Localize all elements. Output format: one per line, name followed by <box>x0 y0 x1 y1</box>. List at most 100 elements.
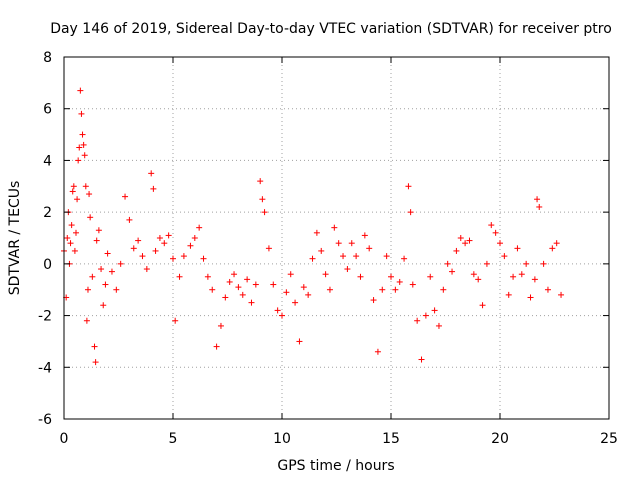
x-tick-label: 20 <box>491 431 509 447</box>
data-point <box>379 286 386 293</box>
data-point <box>479 302 486 309</box>
data-point <box>77 87 84 94</box>
data-point <box>313 229 320 236</box>
y-tick-label: -2 <box>38 309 52 325</box>
data-point <box>558 291 565 298</box>
data-point <box>191 235 198 241</box>
data-point <box>501 253 508 260</box>
data-point <box>139 253 146 260</box>
data-point <box>466 237 473 244</box>
data-point <box>326 286 333 293</box>
data-point <box>405 183 412 190</box>
x-tick-label: 5 <box>169 431 178 447</box>
data-point <box>79 131 86 138</box>
data-point <box>374 348 381 355</box>
data-point <box>117 260 124 267</box>
data-point <box>401 255 408 262</box>
y-axis: -6 -4 -2 0 2 4 6 8 <box>38 50 609 428</box>
data-point <box>209 286 216 293</box>
y-tick-label: 6 <box>43 102 52 118</box>
data-point <box>296 338 303 345</box>
data-point <box>483 260 490 267</box>
data-point <box>81 152 88 159</box>
data-point <box>427 273 434 280</box>
y-tick-label: -4 <box>38 360 52 376</box>
data-point <box>176 273 183 280</box>
data-point <box>348 240 355 247</box>
data-point <box>239 291 246 298</box>
data-point <box>95 227 102 234</box>
y-tick-label: 4 <box>43 153 52 169</box>
data-point <box>309 255 316 262</box>
data-point <box>204 273 211 280</box>
y-tick-label: 2 <box>43 205 52 221</box>
data-point <box>414 317 421 324</box>
data-point <box>226 278 233 285</box>
data-point <box>213 343 220 350</box>
data-point <box>531 276 538 283</box>
data-point <box>392 286 399 293</box>
data-point <box>244 276 251 283</box>
data-point <box>340 253 347 260</box>
data-point <box>100 302 107 309</box>
grid <box>64 57 609 419</box>
data-point <box>514 245 521 252</box>
data-point <box>222 294 229 301</box>
x-axis-label: GPS time / hours <box>277 458 394 474</box>
data-point <box>361 232 368 239</box>
data-point <box>93 237 100 244</box>
data-point <box>89 273 96 280</box>
data-point <box>440 286 447 293</box>
data-point <box>148 170 155 177</box>
data-point <box>80 141 87 148</box>
data-point <box>518 271 525 278</box>
data-point <box>422 312 429 319</box>
data-point <box>75 157 82 164</box>
data-point <box>553 240 560 247</box>
data-point <box>130 245 137 252</box>
data-point <box>122 193 129 200</box>
data-point <box>248 299 255 306</box>
data-point <box>180 253 187 260</box>
x-tick-label: 10 <box>273 431 291 447</box>
data-point <box>64 235 71 241</box>
data-point <box>113 286 120 293</box>
data-point <box>279 312 285 319</box>
data-point <box>156 235 163 241</box>
data-point <box>366 245 373 252</box>
data-point <box>102 281 109 288</box>
data-point <box>165 232 172 239</box>
y-tick-label: -6 <box>38 412 52 428</box>
data-point <box>287 271 294 278</box>
data-point <box>318 247 325 254</box>
data-point <box>549 245 556 252</box>
data-point <box>70 183 77 190</box>
data-points <box>61 87 565 366</box>
data-point <box>353 253 360 260</box>
data-point <box>283 289 290 296</box>
x-axis: 0 5 10 15 20 25 <box>60 57 618 447</box>
data-point <box>92 359 99 366</box>
data-point <box>257 178 264 185</box>
data-point <box>388 273 394 280</box>
data-point <box>534 196 541 203</box>
data-point <box>449 268 456 275</box>
x-tick-label: 15 <box>382 431 400 447</box>
data-point <box>72 229 79 236</box>
data-point <box>357 273 364 280</box>
data-point <box>82 183 89 190</box>
data-point <box>200 255 207 262</box>
data-point <box>383 253 390 260</box>
data-point <box>396 278 403 285</box>
data-point <box>510 273 517 280</box>
data-point <box>292 299 299 306</box>
data-point <box>540 260 547 267</box>
data-point <box>409 281 416 288</box>
data-point <box>104 250 111 257</box>
data-point <box>98 266 105 273</box>
data-point <box>444 260 451 267</box>
data-point <box>536 203 543 210</box>
data-point <box>187 242 194 249</box>
data-point <box>71 247 78 254</box>
